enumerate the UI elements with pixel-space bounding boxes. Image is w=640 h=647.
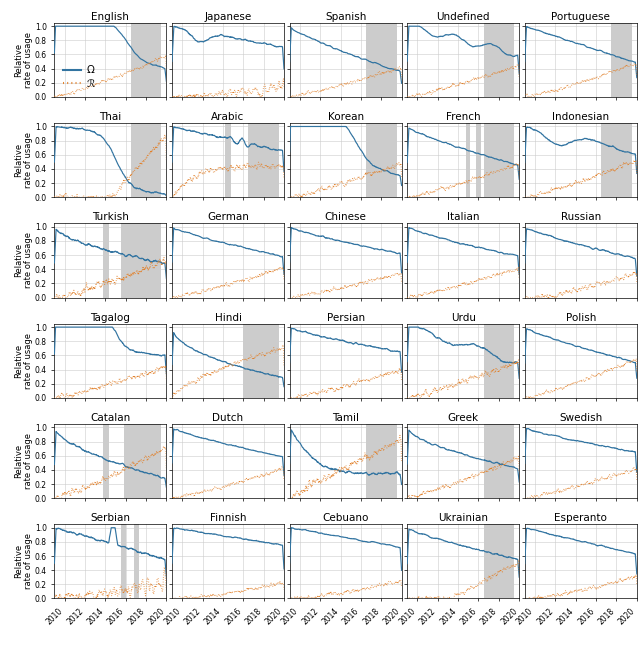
Bar [611,23,632,97]
Bar [484,123,514,197]
Bar [484,524,514,598]
Title: Arabic: Arabic [211,112,244,122]
Bar [134,524,139,598]
Title: Dutch: Dutch [212,413,244,423]
Bar [225,123,231,197]
Title: Serbian: Serbian [90,514,131,523]
Title: Tagalog: Tagalog [90,313,131,323]
Bar [484,324,514,398]
Title: Persian: Persian [326,313,365,323]
Y-axis label: Relative
rate of usage: Relative rate of usage [14,533,33,589]
Bar [131,23,161,97]
Title: Korean: Korean [328,112,364,122]
Title: Turkish: Turkish [92,212,129,223]
Bar [476,123,481,197]
Y-axis label: Relative
rate of usage: Relative rate of usage [14,333,33,389]
Title: Russian: Russian [561,212,601,223]
Bar [366,23,397,97]
Bar [601,123,632,197]
Title: Tamil: Tamil [332,413,359,423]
Bar [366,424,397,498]
Y-axis label: Relative
rate of usage: Relative rate of usage [14,32,33,88]
Title: Chinese: Chinese [324,212,367,223]
Y-axis label: Relative
rate of usage: Relative rate of usage [14,433,33,489]
Bar [484,23,514,97]
Title: Italian: Italian [447,212,479,223]
Bar [248,123,279,197]
Title: Greek: Greek [447,413,479,423]
Bar [131,123,161,197]
Bar [120,524,125,598]
Title: Spanish: Spanish [325,12,366,22]
Title: Indonesian: Indonesian [552,112,609,122]
Title: Polish: Polish [566,313,596,323]
Title: Catalan: Catalan [90,413,131,423]
Title: Esperanto: Esperanto [554,514,607,523]
Legend: Ω, ℛ: Ω, ℛ [60,62,98,92]
Title: German: German [207,212,249,223]
Title: Finnish: Finnish [210,514,246,523]
Title: Undefined: Undefined [436,12,490,22]
Title: Cebuano: Cebuano [323,514,369,523]
Title: Portuguese: Portuguese [552,12,610,22]
Title: English: English [92,12,129,22]
Title: Japanese: Japanese [204,12,252,22]
Bar [124,424,161,498]
Y-axis label: Relative
rate of usage: Relative rate of usage [14,132,33,188]
Title: Urdu: Urdu [451,313,476,323]
Bar [243,324,279,398]
Bar [103,424,109,498]
Bar [467,123,470,197]
Y-axis label: Relative
rate of usage: Relative rate of usage [14,232,33,289]
Title: Swedish: Swedish [559,413,602,423]
Bar [484,424,514,498]
Bar [103,223,109,298]
Bar [366,123,397,197]
Title: Ukrainian: Ukrainian [438,514,488,523]
Title: Thai: Thai [99,112,122,122]
Title: Hindi: Hindi [214,313,241,323]
Title: French: French [446,112,481,122]
Bar [120,223,161,298]
